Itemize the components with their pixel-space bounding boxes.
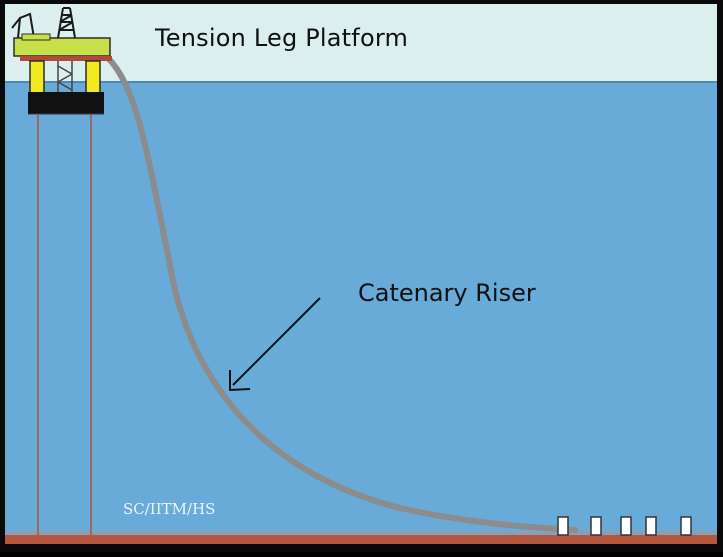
seabed-anchor-posts-icon: [557, 516, 692, 536]
tension-leg-platform-icon: [11, 7, 112, 115]
seabed: [5, 535, 717, 544]
sky-band: [5, 4, 717, 82]
sea-water: [5, 82, 717, 534]
credit-text: SC/IITM/HS: [123, 500, 216, 518]
catenary-riser: [105, 55, 578, 533]
riser-label: Catenary Riser: [358, 279, 536, 307]
arrow-pointer-icon: [229, 297, 321, 392]
seabed-top: [5, 531, 717, 535]
diagram-title: Tension Leg Platform: [155, 24, 409, 52]
